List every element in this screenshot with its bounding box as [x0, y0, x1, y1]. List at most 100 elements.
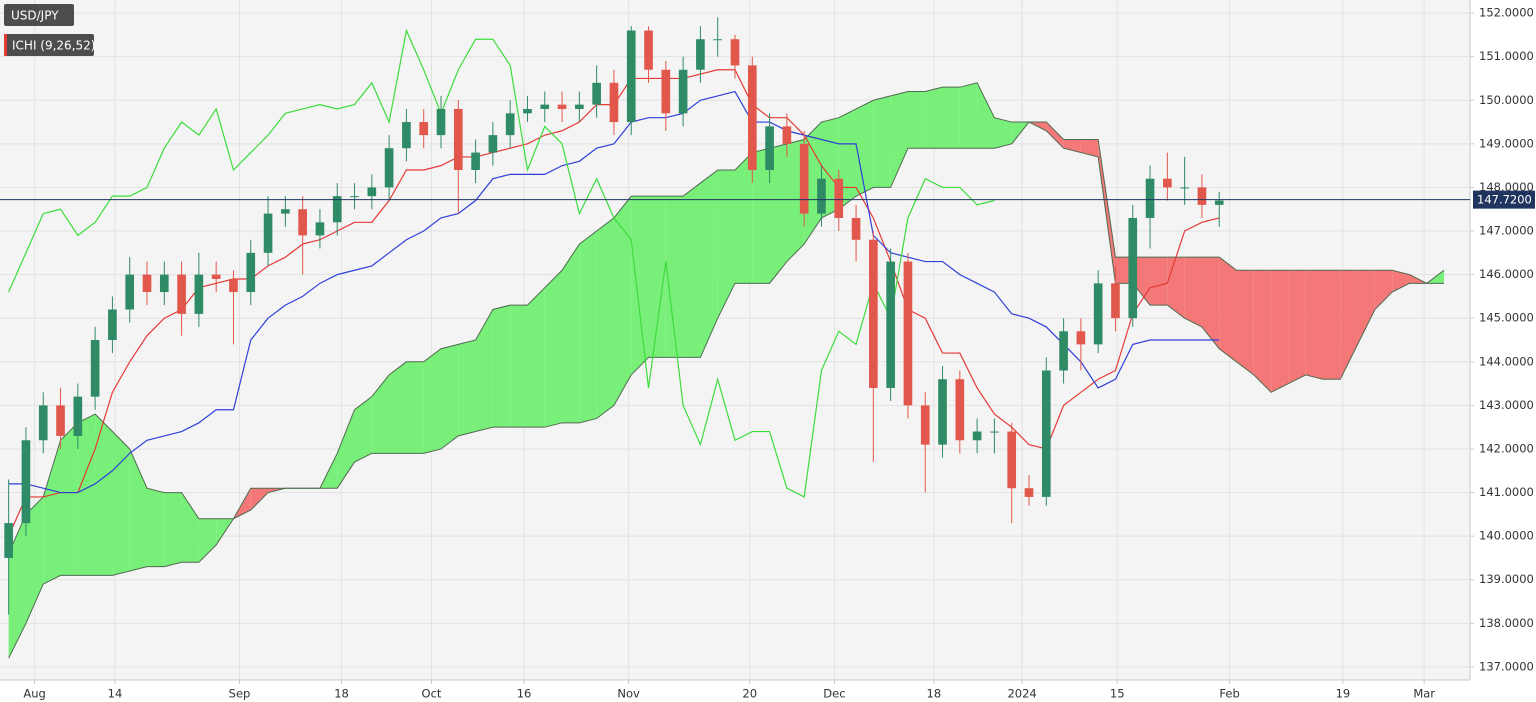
cloud-fill: [8, 514, 26, 659]
cloud-fill: [1184, 257, 1202, 327]
y-tick-label: 149.0000: [1479, 136, 1534, 150]
badge-stripe: [4, 34, 7, 56]
cloud-fill: [700, 170, 718, 358]
candle-body: [4, 523, 13, 558]
candle-body: [38, 405, 48, 441]
candle-body: [903, 261, 913, 406]
cloud-fill: [907, 91, 926, 149]
cloud-fill: [1271, 270, 1289, 393]
cloud-fill: [95, 414, 113, 576]
candle-body: [56, 405, 65, 436]
candle-body: [108, 309, 117, 340]
candle-body: [73, 396, 83, 436]
candle-body: [557, 104, 567, 109]
cloud-fill: [925, 87, 943, 149]
cloud-fill: [164, 492, 182, 567]
candle-body: [1059, 331, 1068, 371]
cloud-fill: [1150, 257, 1168, 306]
candle-body: [765, 126, 774, 170]
cloud-fill: [838, 108, 857, 210]
candle-body: [159, 274, 169, 293]
x-tick-label: 20: [742, 687, 757, 701]
x-tick-label: Oct: [422, 687, 442, 701]
cloud-fill: [1080, 139, 1099, 157]
x-tick-label: 15: [1110, 687, 1125, 701]
symbol-badge: USD/JPY: [4, 4, 74, 26]
cloud-fill: [1323, 270, 1341, 380]
cloud-fill: [1201, 257, 1220, 349]
x-tick-label: 14: [108, 687, 123, 701]
cloud-fill: [354, 396, 372, 463]
cloud-fill: [648, 196, 666, 358]
cloud-fill: [1063, 139, 1081, 153]
cloud-fill: [406, 361, 424, 454]
candle-body: [194, 274, 204, 314]
cloud-fill: [60, 422, 78, 576]
candles: [4, 17, 1224, 615]
candle-body: [540, 104, 550, 109]
cloud-fill: [25, 496, 44, 624]
candle-body: [955, 379, 965, 441]
candle-body: [246, 252, 256, 293]
y-tick-label: 138.0000: [1479, 616, 1534, 630]
candle-body: [332, 196, 342, 223]
candle-body: [1145, 178, 1155, 218]
x-tick-label: Dec: [823, 687, 845, 701]
candle-body: [281, 209, 290, 214]
cloud-fill: [786, 139, 805, 262]
candle-body: [263, 213, 273, 253]
candle-body: [609, 82, 619, 123]
candle-body: [1163, 178, 1172, 188]
candle-body: [367, 187, 377, 197]
cloud-fill: [458, 340, 476, 436]
cloud-fill: [1357, 270, 1375, 345]
candle-body: [1128, 217, 1138, 319]
indicator-label: ICHI (9,26,52): [12, 39, 95, 53]
cloud-fill: [544, 270, 563, 428]
candle-body: [125, 274, 135, 310]
cloud-fill: [441, 344, 459, 449]
candle-body: [471, 152, 480, 170]
candle-body: [1041, 370, 1051, 497]
candle-body: [990, 431, 999, 433]
badge-bg: [4, 4, 74, 26]
cloud-fill: [492, 305, 511, 428]
cloud-fill: [735, 152, 753, 284]
cloud-fill: [527, 287, 545, 428]
candle-body: [350, 196, 359, 198]
candle-body: [505, 113, 515, 136]
candle-body: [678, 69, 688, 114]
last-price-box: [1473, 190, 1535, 209]
y-tick-label: 151.0000: [1479, 49, 1534, 63]
last-price-label: 147.7200: [1477, 193, 1532, 207]
cloud-fill: [769, 143, 787, 284]
candle-body: [453, 108, 463, 170]
candle-body: [229, 278, 238, 293]
cloud-fill: [1219, 257, 1237, 362]
x-tick-label: Feb: [1219, 687, 1239, 701]
cloud-fill: [596, 217, 614, 419]
cloud-fill: [994, 117, 1012, 149]
candle-body: [142, 274, 152, 293]
candle-body: [419, 122, 429, 136]
cloud-fill: [579, 231, 597, 423]
candle-body: [1007, 431, 1017, 489]
cloud-fill: [1046, 122, 1064, 149]
cloud-fill: [890, 91, 908, 188]
y-tick-label: 150.0000: [1479, 93, 1534, 107]
cloud-fill: [873, 95, 891, 188]
cloud-fill: [1288, 270, 1306, 384]
y-tick-label: 152.0000: [1479, 6, 1534, 20]
candle-body: [661, 69, 671, 114]
axis-background: [1470, 0, 1536, 702]
candle-body: [1197, 187, 1207, 205]
candle-body: [782, 126, 792, 144]
y-tick-label: 141.0000: [1479, 485, 1534, 499]
candle-body: [972, 431, 982, 441]
cloud-fill: [683, 183, 701, 358]
candle-body: [211, 274, 221, 279]
candle-body: [626, 30, 636, 123]
candle-body: [177, 274, 186, 314]
candle-body: [1111, 283, 1120, 319]
